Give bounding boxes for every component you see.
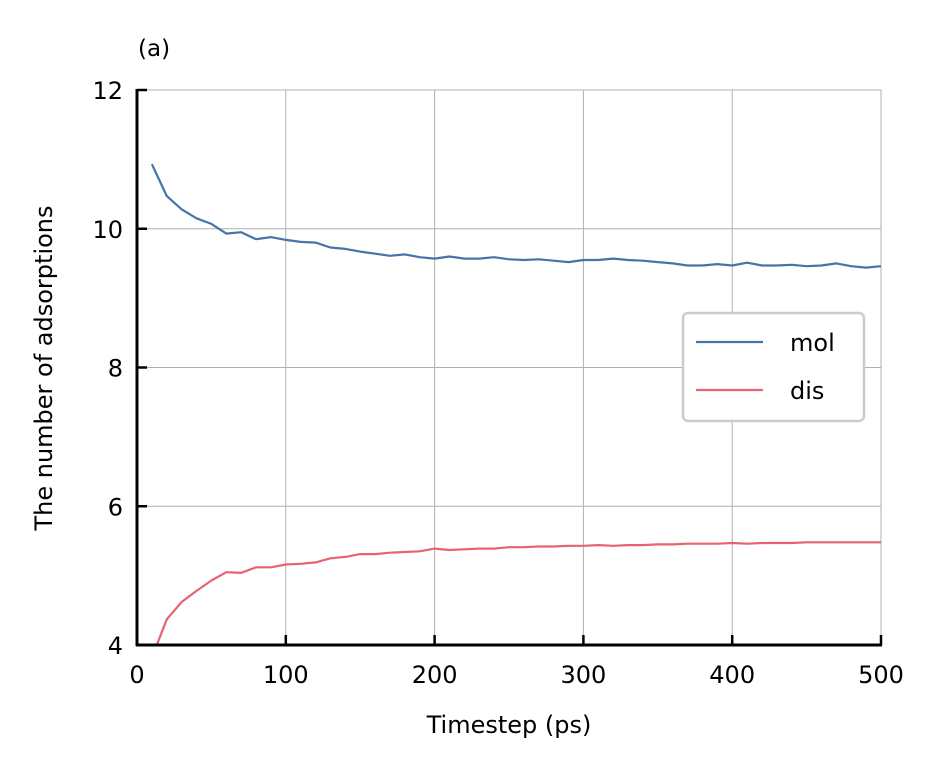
y-tick-label: 4 xyxy=(108,632,123,660)
x-tick-label: 100 xyxy=(263,661,309,689)
y-axis-label: The number of adsorptions xyxy=(30,205,58,531)
legend-label-dis: dis xyxy=(790,377,824,405)
legend-label-mol: mol xyxy=(790,329,835,357)
y-tick-label: 8 xyxy=(108,355,123,383)
x-tick-label: 0 xyxy=(129,661,144,689)
series-line-dis xyxy=(155,541,881,645)
y-tick-label: 6 xyxy=(108,493,123,521)
x-axis-label: Timestep (ps) xyxy=(426,711,592,739)
x-tick-label: 200 xyxy=(412,661,458,689)
series-line-mol xyxy=(150,163,881,269)
legend-box xyxy=(681,311,866,423)
panel-label: (a) xyxy=(138,36,170,62)
x-tick-label: 400 xyxy=(709,661,755,689)
y-tick-label: 12 xyxy=(92,77,123,105)
x-tick-label: 300 xyxy=(560,661,606,689)
y-tick-label: 10 xyxy=(92,216,123,244)
tick-labels: 0 100 200 300 400 500 4 6 8 10 12 xyxy=(92,77,903,689)
series-group xyxy=(150,163,881,645)
x-tick-label: 500 xyxy=(858,661,904,689)
axes xyxy=(135,88,883,647)
legend: mol dis xyxy=(681,311,866,423)
